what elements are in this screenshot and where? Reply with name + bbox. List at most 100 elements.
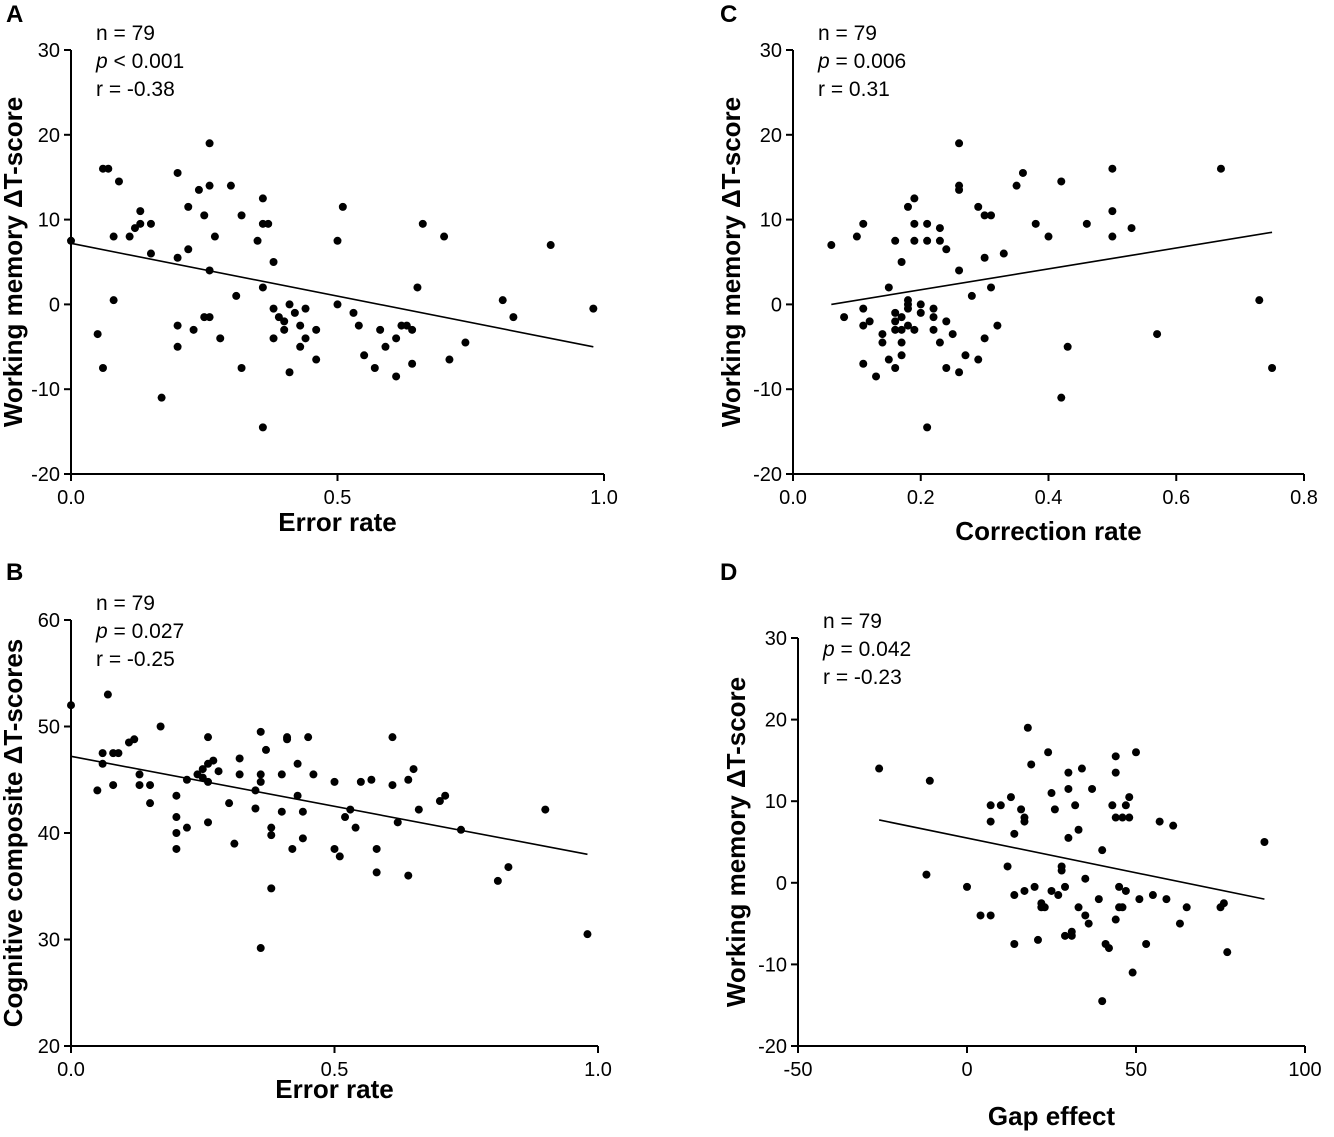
data-point (1125, 813, 1134, 822)
data-point (204, 777, 213, 786)
data-point (1020, 886, 1029, 895)
data-point (330, 777, 339, 786)
stat-p-value: = 0.042 (835, 638, 911, 661)
x-axis-title: Gap effect (988, 1101, 1115, 1131)
data-point (205, 313, 214, 322)
data-point (360, 351, 369, 360)
data-point (251, 786, 260, 795)
data-point (125, 232, 134, 241)
data-point (372, 868, 381, 877)
y-tick-label: 0 (49, 294, 60, 316)
data-point (251, 804, 260, 813)
data-point (897, 258, 906, 266)
regression-line (878, 819, 1265, 900)
y-tick-label: 20 (38, 1036, 60, 1058)
stat-r: r = -0.25 (96, 648, 175, 671)
data-point (205, 266, 214, 275)
y-tick-label: 30 (38, 930, 60, 952)
data-point (974, 355, 983, 364)
data-point (903, 296, 912, 305)
data-point (891, 236, 900, 245)
stat-p-value: < 0.001 (108, 50, 184, 73)
data-point (156, 722, 165, 731)
data-point (872, 372, 881, 381)
data-point (884, 355, 893, 364)
data-point (301, 304, 310, 313)
data-point (333, 236, 342, 245)
panel-letter: C (720, 1, 737, 28)
data-point (288, 844, 297, 853)
panel-letter: B (6, 559, 23, 586)
data-point (948, 330, 957, 339)
data-point (335, 852, 344, 861)
data-point (146, 249, 155, 258)
data-point (891, 317, 900, 326)
x-axis-title: Correction rate (955, 516, 1141, 546)
y-axis-title: Working memory ΔT-score (721, 677, 751, 1007)
x-tick-label: 100 (1288, 1059, 1321, 1081)
y-tick-label: 40 (38, 823, 60, 845)
data-point (903, 202, 912, 211)
data-point (1074, 903, 1083, 912)
stat-r: r = 0.31 (818, 78, 890, 101)
x-tick-label: 50 (1125, 1059, 1147, 1081)
data-point (903, 304, 912, 313)
data-point (408, 325, 417, 334)
data-point (280, 325, 289, 334)
data-point (182, 823, 191, 832)
data-point (256, 777, 265, 786)
data-point (98, 759, 107, 768)
x-tick-label: 0.5 (324, 487, 352, 509)
y-tick-label: -10 (31, 379, 60, 401)
data-point (182, 775, 191, 784)
data-point (1010, 829, 1019, 838)
data-point (230, 839, 239, 848)
data-point (285, 368, 294, 377)
data-point (298, 834, 307, 843)
data-point (256, 770, 265, 779)
x-axis-title: Error rate (275, 1074, 394, 1104)
data-point (897, 338, 906, 347)
data-point (1081, 874, 1090, 883)
data-point (827, 241, 836, 250)
data-point (910, 325, 919, 334)
y-tick-label: 0 (771, 294, 782, 316)
regression-line (70, 755, 588, 856)
y-tick-label: 50 (38, 717, 60, 739)
data-point (184, 245, 193, 254)
stat-p-value: = 0.006 (830, 50, 906, 73)
data-point (955, 368, 964, 377)
data-point (210, 232, 219, 241)
data-point (1017, 805, 1026, 814)
data-point (435, 797, 444, 806)
data-point (277, 807, 286, 816)
y-tick-label: 30 (38, 40, 60, 62)
data-point (1030, 882, 1039, 891)
data-point (1255, 296, 1264, 305)
data-point (1020, 813, 1029, 822)
data-point (1057, 393, 1066, 402)
data-point (1006, 793, 1015, 802)
stat-n: n = 79 (823, 610, 882, 633)
data-point (98, 749, 107, 758)
data-point (198, 765, 207, 774)
data-point (204, 733, 213, 742)
data-point (1033, 935, 1042, 944)
data-point (441, 791, 450, 800)
data-point (184, 202, 193, 211)
x-tick-label: 0 (961, 1059, 972, 1081)
data-point (929, 325, 938, 334)
data-point (840, 313, 849, 322)
stat-p-symbol: p (95, 620, 108, 643)
stat-p: p = 0.042 (822, 638, 911, 661)
data-point (338, 202, 347, 211)
data-point (351, 823, 360, 832)
data-point (986, 801, 995, 810)
y-axis-title: Working memory ΔT-score (0, 97, 28, 427)
data-point (388, 733, 397, 742)
data-point (173, 168, 182, 177)
data-point (541, 805, 550, 814)
data-point (987, 283, 996, 292)
data-point (1054, 891, 1063, 900)
